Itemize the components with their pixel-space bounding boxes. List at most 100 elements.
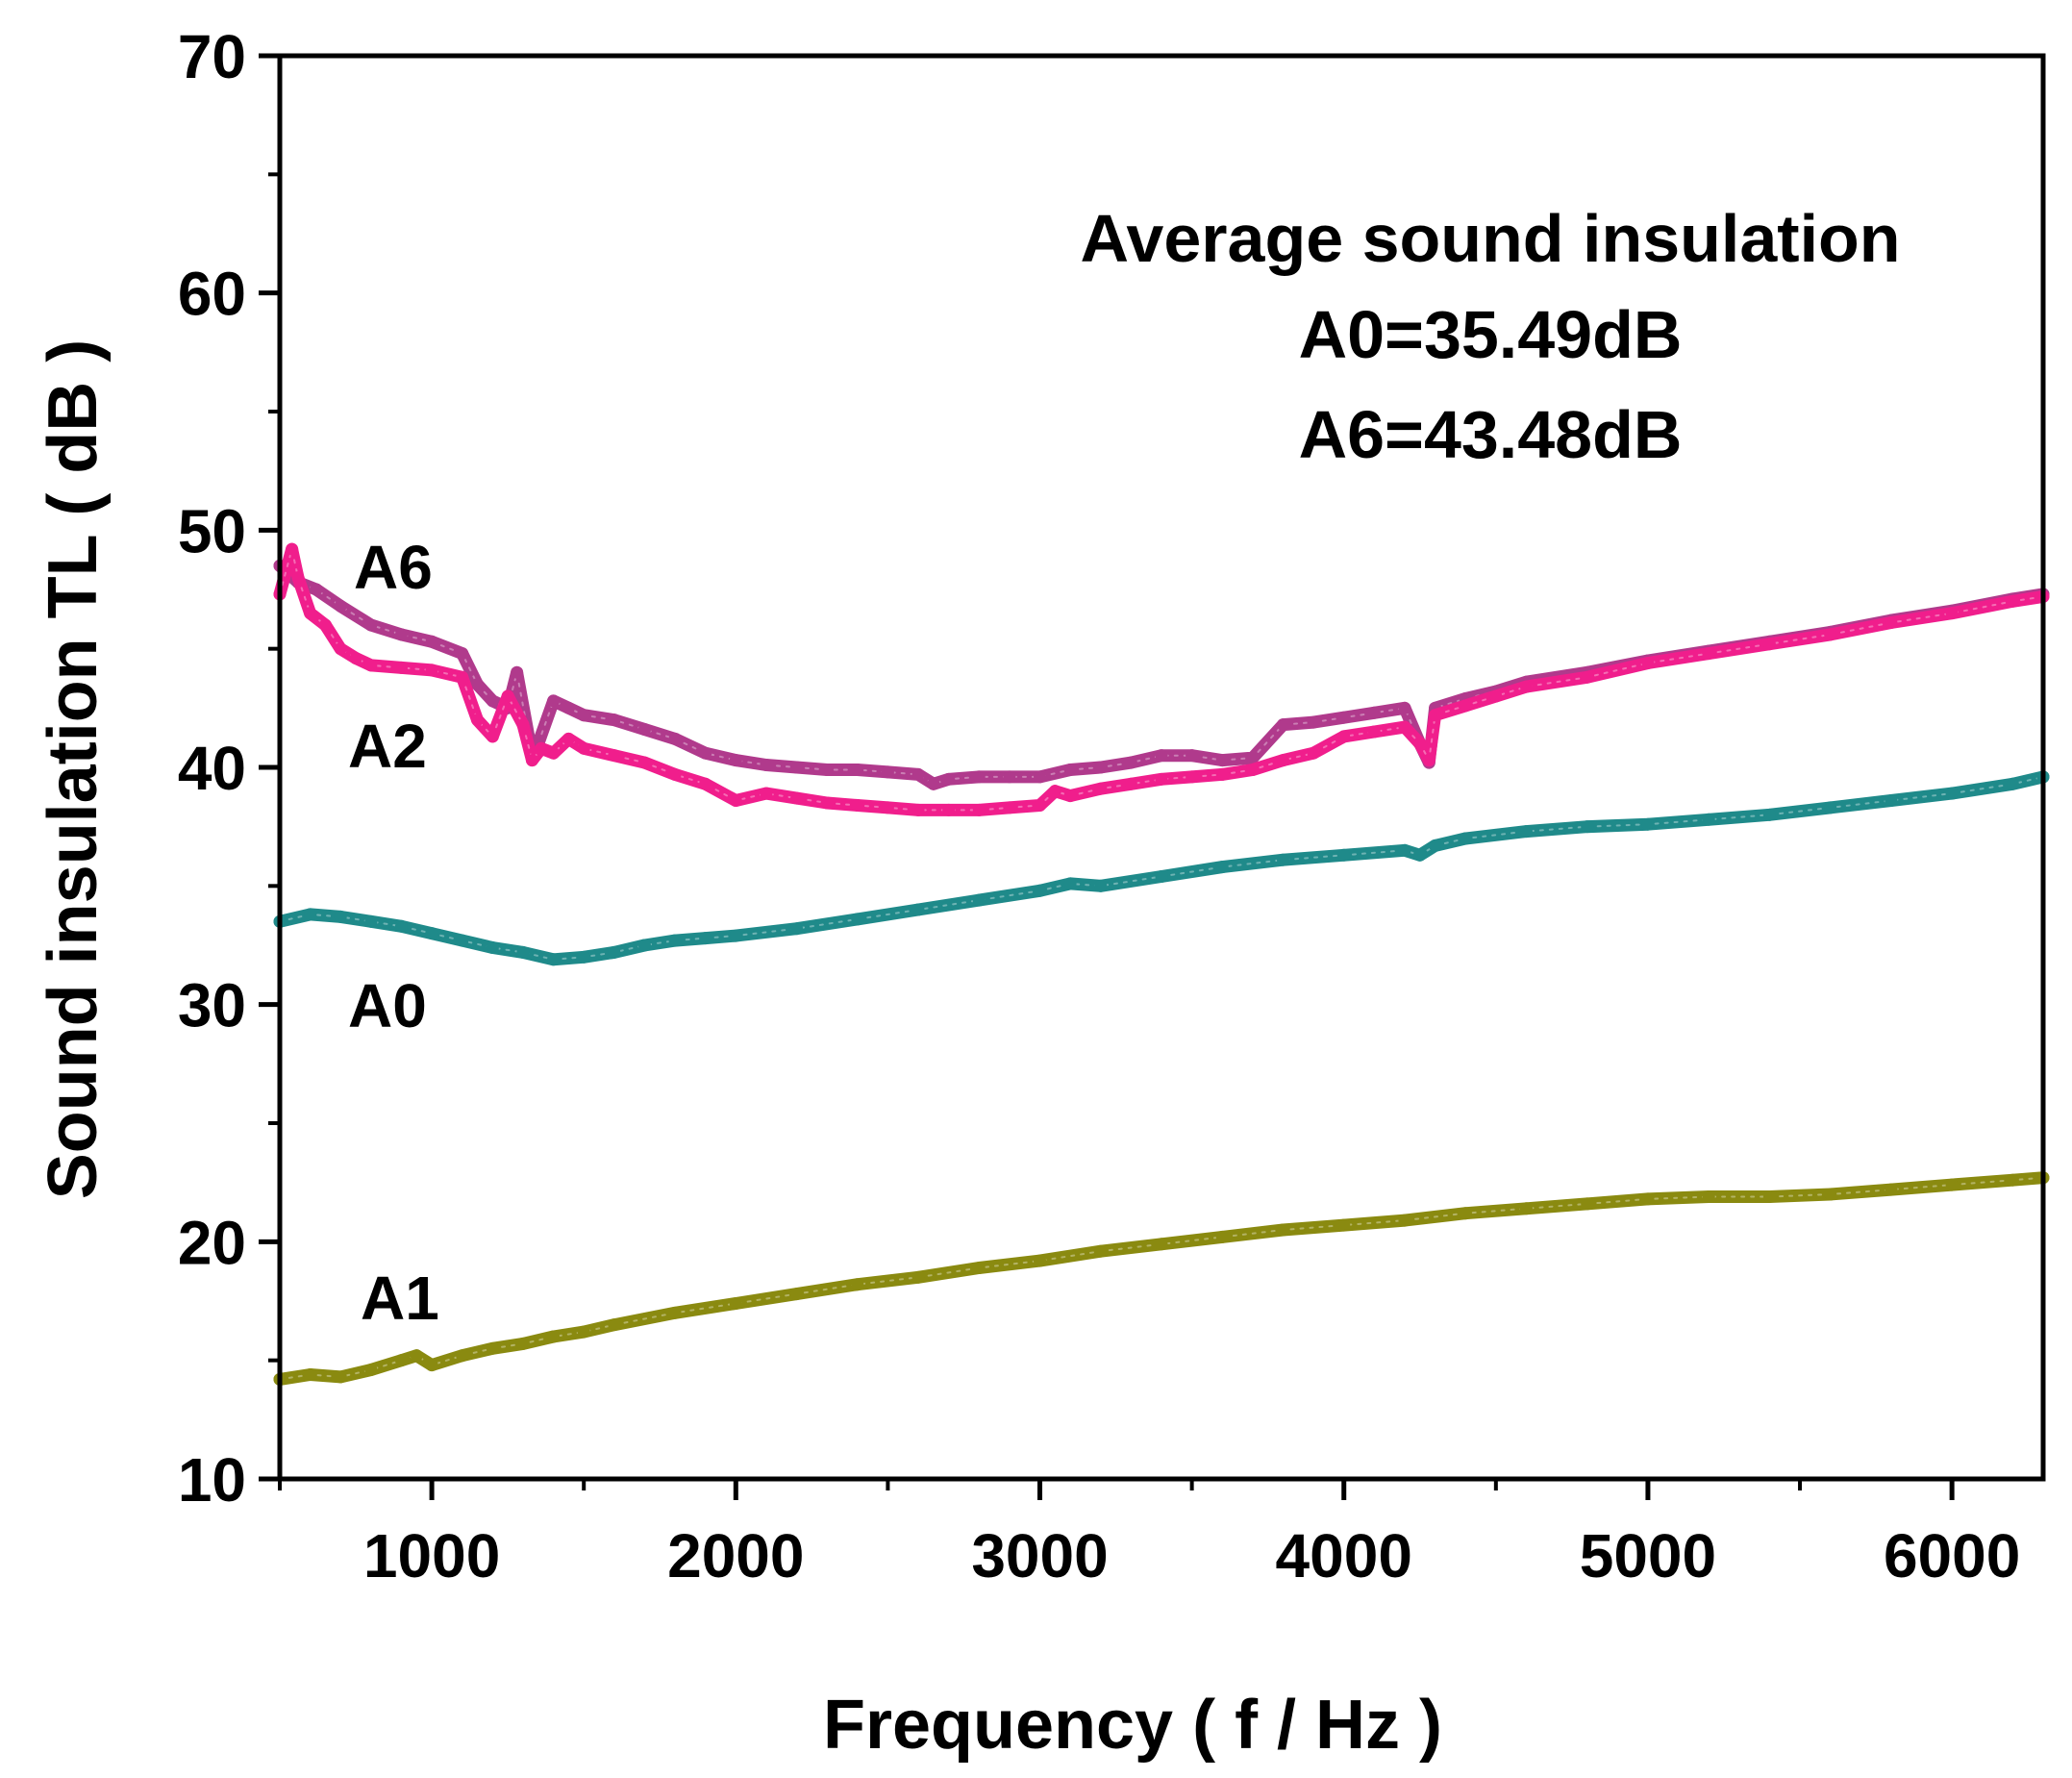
y-axis-title: Sound insulation TL ( dB ): [35, 339, 112, 1200]
data-point: [668, 1306, 682, 1319]
data-point: [577, 709, 590, 722]
series-line-a2: [273, 542, 2050, 816]
x-tick-label: 3000: [971, 1521, 1108, 1590]
data-point: [1824, 1188, 1837, 1201]
data-point: [1186, 770, 1199, 784]
x-tick-label: 4000: [1276, 1521, 1412, 1590]
data-point: [486, 730, 499, 743]
data-point: [790, 922, 804, 936]
data-point: [1702, 647, 1715, 661]
data-point: [1519, 680, 1533, 693]
data-point: [1489, 689, 1503, 703]
data-point: [1215, 767, 1229, 781]
data-point: [1413, 848, 1427, 862]
data-point: [1063, 763, 1077, 776]
data-point: [410, 1349, 423, 1363]
data-point: [668, 732, 682, 745]
data-point: [1337, 848, 1351, 862]
data-point: [304, 1367, 317, 1381]
data-point: [729, 929, 742, 942]
data-point: [1762, 808, 1776, 821]
data-point: [456, 934, 469, 947]
data-point: [760, 759, 773, 772]
data-point: [729, 754, 742, 767]
data-point: [1337, 1218, 1351, 1232]
data-point: [1459, 832, 1472, 845]
data-point: [364, 659, 378, 672]
data-point: [304, 607, 317, 620]
y-tick-label: 70: [178, 22, 246, 91]
series-line-a0: [273, 770, 2050, 966]
data-point: [1063, 789, 1077, 803]
data-point: [349, 652, 362, 665]
series-line-a1: [273, 1171, 2050, 1386]
data-point: [364, 618, 378, 632]
data-point: [972, 803, 986, 816]
x-tick-label: 1000: [363, 1521, 500, 1590]
data-point: [547, 953, 561, 966]
data-point: [1337, 711, 1351, 724]
data-point: [1762, 638, 1776, 651]
data-point: [364, 914, 378, 928]
data-point: [547, 694, 561, 708]
series-label-a6: A6: [354, 533, 433, 602]
tick-labels: 1000 2000 3000 4000 5000 6000 10 20 30 40 50 60 70: [178, 22, 2021, 1590]
data-point: [1094, 782, 1108, 795]
data-point: [1459, 699, 1472, 713]
y-tick-label: 40: [178, 734, 246, 803]
data-point: [577, 950, 590, 964]
data-point: [608, 1318, 621, 1332]
data-point: [577, 741, 590, 755]
data-point: [456, 1349, 469, 1363]
data-point: [291, 571, 305, 585]
data-point: [394, 1354, 408, 1367]
data-point: [516, 945, 530, 959]
data-point: [729, 1296, 742, 1310]
data-point: [942, 803, 956, 816]
data-point: [2006, 594, 2019, 608]
data-point: [881, 765, 894, 779]
data-point: [1003, 770, 1016, 784]
data-point: [1429, 709, 1442, 722]
data-point: [1246, 751, 1260, 764]
data-point: [1094, 1244, 1108, 1258]
data-point: [1094, 879, 1108, 892]
data-point: [1155, 772, 1168, 786]
data-point: [456, 647, 469, 661]
data-point: [972, 770, 986, 784]
data-point: [1519, 1202, 1533, 1215]
data-point: [286, 542, 299, 556]
series-label-a1: A1: [361, 1264, 439, 1333]
data-point: [425, 927, 438, 940]
y-tick-label: 30: [178, 971, 246, 1040]
series-layer: [273, 542, 2050, 1386]
data-point: [608, 714, 621, 727]
data-point: [1155, 869, 1168, 883]
data-point: [394, 628, 408, 641]
x-axis-title: Frequency ( f / Hz ): [823, 1687, 1442, 1764]
data-point: [562, 732, 575, 745]
data-point: [516, 718, 530, 732]
data-point: [1155, 1238, 1168, 1251]
data-point: [1702, 1190, 1715, 1203]
data-point: [1413, 737, 1427, 750]
data-point: [1641, 817, 1655, 831]
data-point: [1702, 813, 1715, 826]
data-point: [1063, 877, 1077, 890]
series-a2: [273, 542, 2050, 816]
data-point: [1398, 1214, 1411, 1227]
data-point: [304, 908, 317, 921]
data-point: [942, 772, 956, 786]
x-tick-label: 5000: [1580, 1521, 1716, 1590]
data-point: [1034, 1254, 1047, 1267]
data-point: [501, 689, 514, 703]
annotation-title: Average sound insulation: [1080, 201, 1900, 276]
data-point: [1945, 1178, 1959, 1191]
data-point: [1581, 820, 1594, 834]
data-point: [1581, 1197, 1594, 1211]
data-point: [511, 665, 524, 679]
data-point: [486, 1341, 499, 1355]
data-point: [1429, 839, 1442, 852]
data-point: [1762, 1190, 1776, 1203]
